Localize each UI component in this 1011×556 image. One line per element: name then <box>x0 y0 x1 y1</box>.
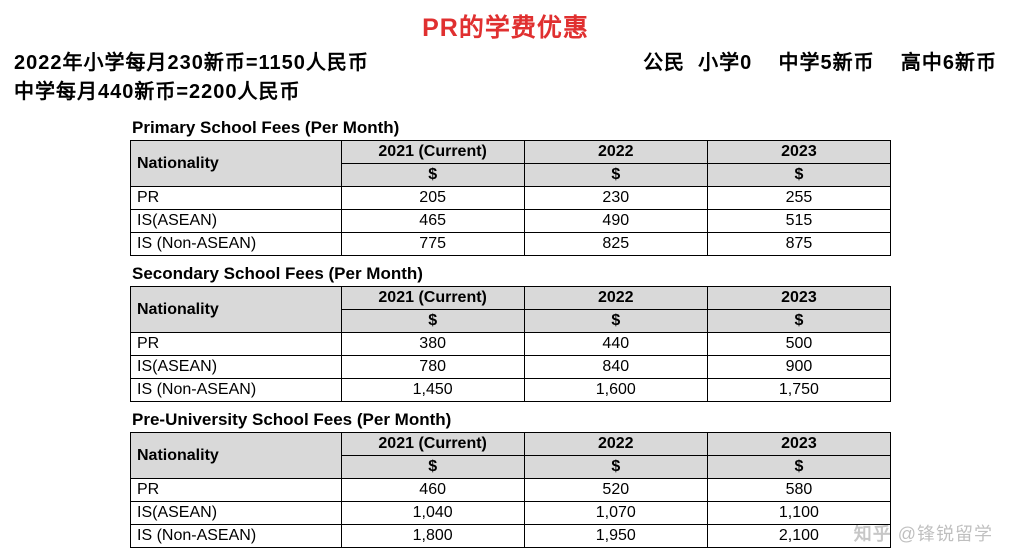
cell-nationality: IS(ASEAN) <box>131 210 342 233</box>
subhead-left-2: 中学每月440新币=2200人民币 <box>0 75 1011 110</box>
cell-value: 780 <box>341 356 524 379</box>
cell-value: 900 <box>707 356 890 379</box>
fee-table: Nationality2021 (Current)20222023$$$PR38… <box>130 286 891 402</box>
watermark-logo-icon: 知乎 <box>854 520 892 546</box>
table-title: Primary School Fees (Per Month) <box>132 118 891 138</box>
table-row: PR380440500 <box>131 333 891 356</box>
col-year: 2021 (Current) <box>341 287 524 310</box>
cell-value: 440 <box>524 333 707 356</box>
col-currency: $ <box>341 456 524 479</box>
cell-value: 825 <box>524 233 707 256</box>
table-row: IS(ASEAN)1,0401,0701,100 <box>131 502 891 525</box>
cell-value: 1,070 <box>524 502 707 525</box>
table-row: PR460520580 <box>131 479 891 502</box>
col-year: 2022 <box>524 141 707 164</box>
col-currency: $ <box>707 456 890 479</box>
page-title: PR的学费优惠 <box>0 0 1011 44</box>
col-currency: $ <box>524 456 707 479</box>
cell-value: 1,800 <box>341 525 524 548</box>
cell-value: 840 <box>524 356 707 379</box>
col-year: 2023 <box>707 287 890 310</box>
cell-value: 465 <box>341 210 524 233</box>
col-year: 2023 <box>707 141 890 164</box>
col-currency: $ <box>524 164 707 187</box>
cell-value: 380 <box>341 333 524 356</box>
cell-nationality: IS (Non-ASEAN) <box>131 233 342 256</box>
cell-value: 580 <box>707 479 890 502</box>
col-currency: $ <box>707 310 890 333</box>
table-row: IS(ASEAN)465490515 <box>131 210 891 233</box>
table-row: IS (Non-ASEAN)775825875 <box>131 233 891 256</box>
col-nationality: Nationality <box>131 141 342 187</box>
col-year: 2021 (Current) <box>341 141 524 164</box>
col-nationality: Nationality <box>131 287 342 333</box>
cell-value: 515 <box>707 210 890 233</box>
fee-table: Nationality2021 (Current)20222023$$$PR46… <box>130 432 891 548</box>
table-row: PR205230255 <box>131 187 891 210</box>
cell-value: 1,600 <box>524 379 707 402</box>
table-title: Secondary School Fees (Per Month) <box>132 264 891 284</box>
subhead-left-1: 2022年小学每月230新币=1150人民币 <box>14 46 369 75</box>
table-title: Pre-University School Fees (Per Month) <box>132 410 891 430</box>
subheading-row: 2022年小学每月230新币=1150人民币 公民 小学0 中学5新币 高中6新… <box>0 44 1011 75</box>
cell-nationality: IS (Non-ASEAN) <box>131 525 342 548</box>
watermark-text: @锋锐留学 <box>898 524 993 544</box>
cell-value: 775 <box>341 233 524 256</box>
cell-nationality: IS (Non-ASEAN) <box>131 379 342 402</box>
col-currency: $ <box>707 164 890 187</box>
cell-value: 255 <box>707 187 890 210</box>
cell-value: 875 <box>707 233 890 256</box>
cell-value: 500 <box>707 333 890 356</box>
cell-value: 205 <box>341 187 524 210</box>
cell-nationality: IS(ASEAN) <box>131 502 342 525</box>
col-currency: $ <box>524 310 707 333</box>
cell-value: 1,950 <box>524 525 707 548</box>
table-row: IS (Non-ASEAN)1,4501,6001,750 <box>131 379 891 402</box>
col-currency: $ <box>341 164 524 187</box>
cell-value: 460 <box>341 479 524 502</box>
cell-nationality: IS(ASEAN) <box>131 356 342 379</box>
col-year: 2022 <box>524 433 707 456</box>
col-year: 2022 <box>524 287 707 310</box>
table-row: IS(ASEAN)780840900 <box>131 356 891 379</box>
cell-nationality: PR <box>131 187 342 210</box>
col-currency: $ <box>341 310 524 333</box>
tables-container: Primary School Fees (Per Month)Nationali… <box>0 118 1011 548</box>
col-year: 2021 (Current) <box>341 433 524 456</box>
cell-nationality: PR <box>131 479 342 502</box>
cell-value: 230 <box>524 187 707 210</box>
subhead-right: 公民 小学0 中学5新币 高中6新币 <box>643 46 997 75</box>
fee-table: Nationality2021 (Current)20222023$$$PR20… <box>130 140 891 256</box>
cell-value: 1,450 <box>341 379 524 402</box>
col-year: 2023 <box>707 433 890 456</box>
watermark: 知乎 @锋锐留学 <box>854 520 993 546</box>
col-nationality: Nationality <box>131 433 342 479</box>
cell-nationality: PR <box>131 333 342 356</box>
cell-value: 1,750 <box>707 379 890 402</box>
cell-value: 490 <box>524 210 707 233</box>
cell-value: 520 <box>524 479 707 502</box>
cell-value: 1,040 <box>341 502 524 525</box>
table-row: IS (Non-ASEAN)1,8001,9502,100 <box>131 525 891 548</box>
